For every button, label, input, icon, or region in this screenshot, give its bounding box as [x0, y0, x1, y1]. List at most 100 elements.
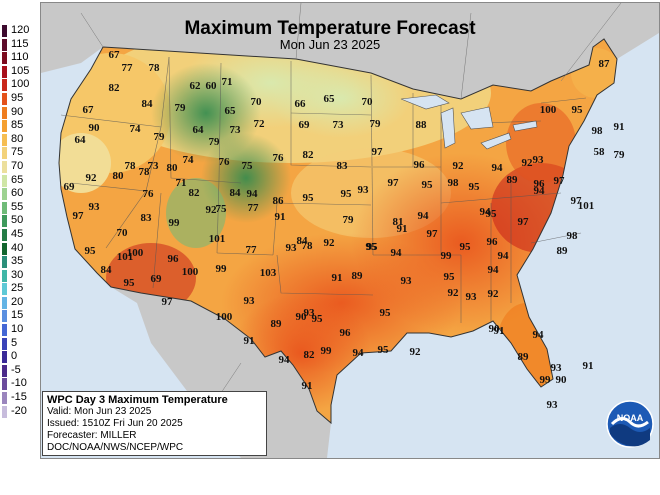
forecast-value: 95 — [486, 208, 498, 220]
legend-label: 0 — [11, 350, 18, 363]
legend-swatch — [2, 79, 7, 92]
legend-swatch — [2, 25, 7, 37]
legend-row: 10 — [2, 323, 40, 337]
legend-swatch — [2, 296, 7, 309]
forecast-value: 101 — [578, 200, 595, 212]
forecast-value: 67 — [83, 104, 95, 116]
legend-swatch — [2, 120, 7, 133]
legend-label: 70 — [11, 159, 24, 172]
legend-swatch — [2, 160, 7, 173]
forecast-value: 95 — [460, 241, 472, 253]
legend-row: 90 — [2, 106, 40, 120]
legend-swatch — [2, 228, 7, 241]
legend-row: 85 — [2, 119, 40, 133]
legend-swatch — [2, 337, 7, 350]
legend-swatch — [2, 215, 7, 228]
legend-swatch — [2, 242, 7, 255]
map-panel: Maximum Temperature Forecast Mon Jun 23 … — [40, 2, 660, 459]
forecast-value: 79 — [343, 214, 355, 226]
forecast-value: 70 — [362, 96, 374, 108]
noaa-logo-text: NOAA — [617, 413, 644, 423]
forecast-value: 93 — [533, 154, 545, 166]
legend-label: 15 — [11, 309, 24, 322]
forecast-value: 73 — [333, 119, 345, 131]
forecast-value: 77 — [122, 62, 134, 74]
legend-swatch — [2, 52, 7, 65]
legend-swatch — [2, 405, 7, 418]
forecast-value: 74 — [183, 154, 195, 166]
forecast-value: 75 — [242, 160, 254, 172]
conus-outline — [58, 38, 618, 425]
legend-row: 0 — [2, 350, 40, 364]
forecast-value: 94 — [418, 210, 430, 222]
forecast-value: 97 — [427, 228, 439, 240]
forecast-value: 77 — [248, 202, 260, 214]
forecast-value: 78 — [125, 160, 137, 172]
forecast-value: 92 — [324, 237, 336, 249]
forecast-value: 96 — [487, 236, 499, 248]
forecast-value: 76 — [143, 188, 155, 200]
forecast-value: 71 — [176, 177, 187, 189]
legend-swatch — [2, 283, 7, 296]
forecast-value: 95 — [85, 245, 97, 257]
forecast-value: 94 — [279, 354, 291, 366]
legend-swatch — [2, 188, 7, 201]
legend-row: 70 — [2, 160, 40, 174]
legend-label: -15 — [11, 391, 27, 404]
forecast-value: 95 — [572, 104, 584, 116]
forecast-value: 79 — [175, 102, 187, 114]
legend-label: -20 — [11, 404, 27, 417]
forecast-value: 84 — [297, 235, 309, 247]
forecast-value: 58 — [594, 146, 606, 158]
legend-row: 45 — [2, 228, 40, 242]
forecast-value: 82 — [109, 82, 121, 94]
forecast-value: 96 — [534, 178, 546, 190]
forecast-value: 98 — [592, 125, 604, 137]
forecast-value: 97 — [73, 210, 85, 222]
forecast-value: 94 — [492, 162, 504, 174]
forecast-value: 94 — [498, 250, 510, 262]
legend-row: 25 — [2, 282, 40, 296]
forecast-value: 101 — [117, 251, 134, 263]
legend-label: 85 — [11, 119, 24, 132]
forecast-value: 94 — [247, 188, 259, 200]
legend-swatch — [2, 201, 7, 214]
forecast-value: 95 — [303, 192, 315, 204]
forecast-value: 84 — [230, 187, 242, 199]
forecast-value: 97 — [554, 175, 566, 187]
legend-row: -5 — [2, 364, 40, 378]
legend-row: 110 — [2, 51, 40, 65]
forecast-value: 96 — [340, 327, 352, 339]
forecast-value: 101 — [209, 233, 226, 245]
forecast-value: 103 — [260, 267, 277, 279]
issued-time: Issued: 1510Z Fri Jun 20 2025 — [47, 418, 183, 429]
forecast-value: 72 — [254, 118, 266, 130]
legend-label: 55 — [11, 200, 24, 213]
forecast-value: 64 — [193, 124, 205, 136]
forecast-value: 69 — [299, 119, 311, 131]
legend-swatch — [2, 378, 7, 391]
legend-label: 30 — [11, 268, 24, 281]
temperature-legend: 120 115 110 105 100 95 90 85 80 75 70 65 60 55 50 45 40 3… — [2, 24, 40, 418]
legend-label: 10 — [11, 323, 24, 336]
forecast-value: 91 — [614, 121, 625, 133]
forecast-value: 67 — [109, 49, 121, 61]
forecast-value: 83 — [141, 212, 153, 224]
legend-label: 110 — [11, 51, 29, 64]
legend-label: 60 — [11, 187, 24, 200]
forecast-value: 88 — [416, 119, 428, 131]
legend-row: 115 — [2, 38, 40, 52]
legend-row: 40 — [2, 242, 40, 256]
forecast-value: 100 — [540, 104, 557, 116]
forecast-value: 93 — [547, 399, 559, 411]
legend-row: 120 — [2, 24, 40, 38]
forecast-value: 78 — [139, 166, 151, 178]
forecast-value: 93 — [304, 307, 316, 319]
forecast-value: 90 — [296, 311, 308, 323]
legend-label: 5 — [11, 336, 18, 349]
legend-swatch — [2, 310, 7, 323]
legend-swatch — [2, 38, 7, 51]
legend-label: 80 — [11, 132, 24, 145]
forecast-value: 92 — [448, 287, 460, 299]
